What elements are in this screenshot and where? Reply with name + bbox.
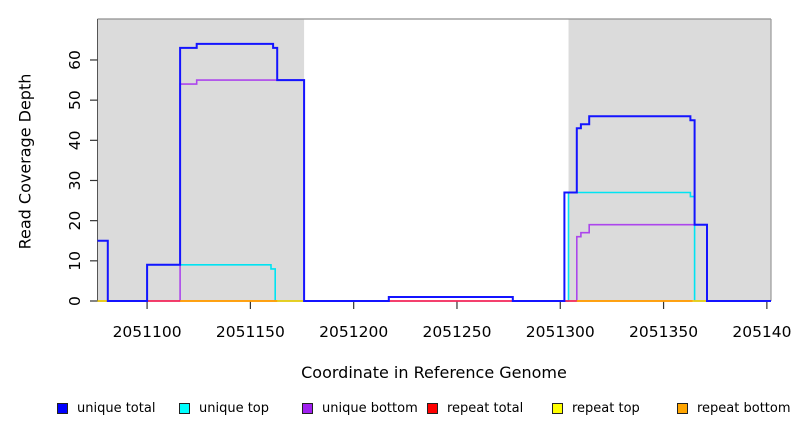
x-tick-label: 2051350 xyxy=(629,323,698,341)
y-axis-title: Read Coverage Depth xyxy=(15,73,35,250)
x-tick-label: 2051300 xyxy=(526,323,595,341)
x-axis-title: Coordinate in Reference Genome xyxy=(301,363,567,382)
y-tick-label: 20 xyxy=(66,211,84,231)
y-tick-label: 50 xyxy=(66,90,84,110)
y-tick-label: 40 xyxy=(66,130,84,150)
y-tick-label: 60 xyxy=(66,50,84,70)
series-line-unique-total xyxy=(97,42,771,302)
x-tick-label: 2051100 xyxy=(113,323,182,341)
left-shaded-region xyxy=(97,18,305,301)
y-tick-label: 30 xyxy=(66,171,84,191)
x-tick-label: 2051250 xyxy=(422,323,491,341)
right-shaded-region xyxy=(568,18,771,301)
x-tick-label: 2051150 xyxy=(216,323,285,341)
y-tick-label: 10 xyxy=(66,251,84,271)
y-tick-label: 0 xyxy=(66,296,84,306)
series-line-unique-bottom xyxy=(97,79,771,302)
x-tick-label: 2051200 xyxy=(319,323,388,341)
